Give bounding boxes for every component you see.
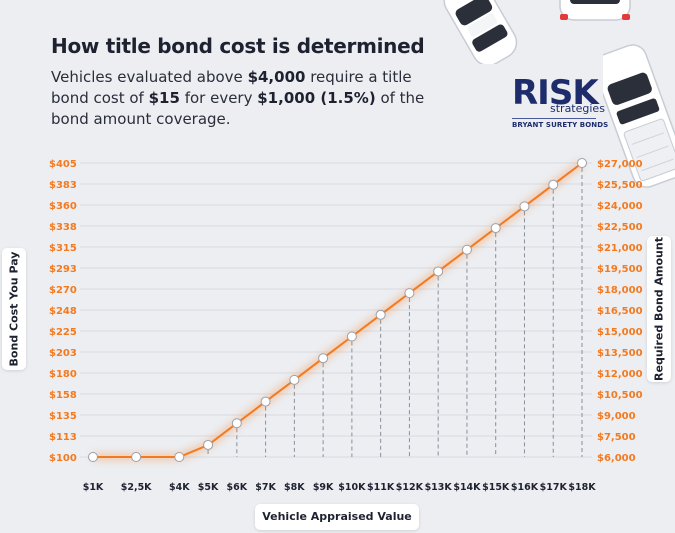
data-point (433, 266, 444, 277)
right-axis-label: Required Bond Amount (647, 236, 671, 382)
x-tick-label: $18K (568, 482, 596, 493)
data-point (346, 331, 357, 342)
data-point (203, 439, 214, 450)
x-tick-label: $9K (313, 482, 334, 493)
y2-tick-label: $19,500 (597, 264, 643, 275)
data-point (461, 244, 472, 255)
x-tick-label: $10K (338, 482, 366, 493)
x-tick-label: $4K (169, 482, 190, 493)
y-tick-label: $315 (49, 243, 77, 254)
x-tick-label: $5K (198, 482, 219, 493)
y2-tick-label: $16,500 (597, 306, 643, 317)
x-tick-label: $16K (511, 482, 539, 493)
data-point (88, 452, 98, 462)
y2-tick-label: $22,500 (597, 222, 643, 233)
x-tick-label: $7K (255, 482, 276, 493)
data-point (548, 179, 559, 190)
y2-tick-label: $25,500 (597, 180, 643, 191)
coverage-unit: $1,000 (1.5%) (257, 89, 376, 107)
logo-wordmark: RISK (512, 73, 599, 113)
y-tick-label: $135 (49, 411, 77, 422)
logo-divider (512, 118, 596, 119)
page-subtitle: Vehicles evaluated above $4,000 require … (51, 68, 425, 128)
x-tick-label: $2,5K (121, 482, 152, 493)
y-tick-label: $338 (49, 222, 77, 233)
x-tick-label: $15K (482, 482, 510, 493)
x-tick-label: $13K (425, 482, 453, 493)
data-point (490, 223, 501, 234)
y-tick-label: $248 (49, 306, 77, 317)
y-tick-label: $100 (49, 453, 77, 464)
y2-tick-label: $10,500 (597, 390, 643, 401)
data-point (231, 418, 242, 429)
logo-tagline: BRYANT SURETY BONDS (512, 121, 609, 129)
logo-subtext: strategies (550, 102, 605, 115)
data-points (88, 158, 587, 462)
data-point (318, 353, 329, 364)
y-tick-label: $180 (49, 369, 77, 380)
data-point (289, 374, 300, 385)
y-tick-label: $270 (49, 285, 77, 296)
x-tick-label: $11K (367, 482, 395, 493)
tick-labels: $100 $6,000 $113 $7,500 $135 $9,000 $158 $10,50… (49, 159, 643, 493)
x-tick-label: $17K (540, 482, 568, 493)
grid-lines (80, 162, 592, 458)
y2-tick-label: $9,000 (597, 411, 636, 422)
x-tick-label: $6K (227, 482, 248, 493)
y-tick-label: $360 (49, 201, 77, 212)
pickup-truck-icon (603, 44, 675, 188)
x-tick-label: $1K (83, 482, 104, 493)
y2-tick-label: $12,000 (597, 369, 643, 380)
y-tick-label: $383 (49, 180, 77, 191)
x-tick-label: $8K (284, 482, 305, 493)
y2-tick-label: $27,000 (597, 159, 643, 170)
rate-value: $15 (148, 89, 180, 107)
y-tick-label: $158 (49, 390, 77, 401)
data-point (404, 288, 415, 299)
left-axis-label: Bond Cost You Pay (2, 248, 26, 370)
y2-tick-label: $15,000 (597, 327, 643, 338)
y2-tick-label: $7,500 (597, 432, 636, 443)
y2-tick-label: $6,000 (597, 453, 636, 464)
x-tick-label: $12K (396, 482, 424, 493)
y-tick-label: $293 (49, 264, 77, 275)
data-point (577, 158, 587, 168)
y2-tick-label: $24,000 (597, 201, 643, 212)
y2-tick-label: $18,000 (597, 285, 643, 296)
y2-tick-label: $13,500 (597, 348, 643, 359)
data-point (375, 309, 386, 320)
x-tick-label: $14K (453, 482, 481, 493)
threshold-value: $4,000 (247, 68, 306, 86)
data-point (260, 396, 271, 407)
x-axis-label: Vehicle Appraised Value (255, 504, 419, 530)
y-tick-label: $405 (49, 159, 77, 170)
y-tick-label: $203 (49, 348, 77, 359)
data-point (519, 201, 530, 212)
y-tick-label: $113 (49, 432, 77, 443)
y-tick-label: $225 (49, 327, 77, 338)
data-point (131, 452, 142, 462)
page-title: How title bond cost is determined (51, 34, 425, 58)
risk-strategies-logo: RISK strategies BRYANT SURETY BONDS (512, 73, 612, 129)
data-point (174, 452, 185, 462)
car-top-left-icon (443, 0, 518, 64)
y2-tick-label: $21,000 (597, 243, 643, 254)
drop-lines (207, 168, 583, 457)
car-top-right-icon (559, 0, 631, 21)
